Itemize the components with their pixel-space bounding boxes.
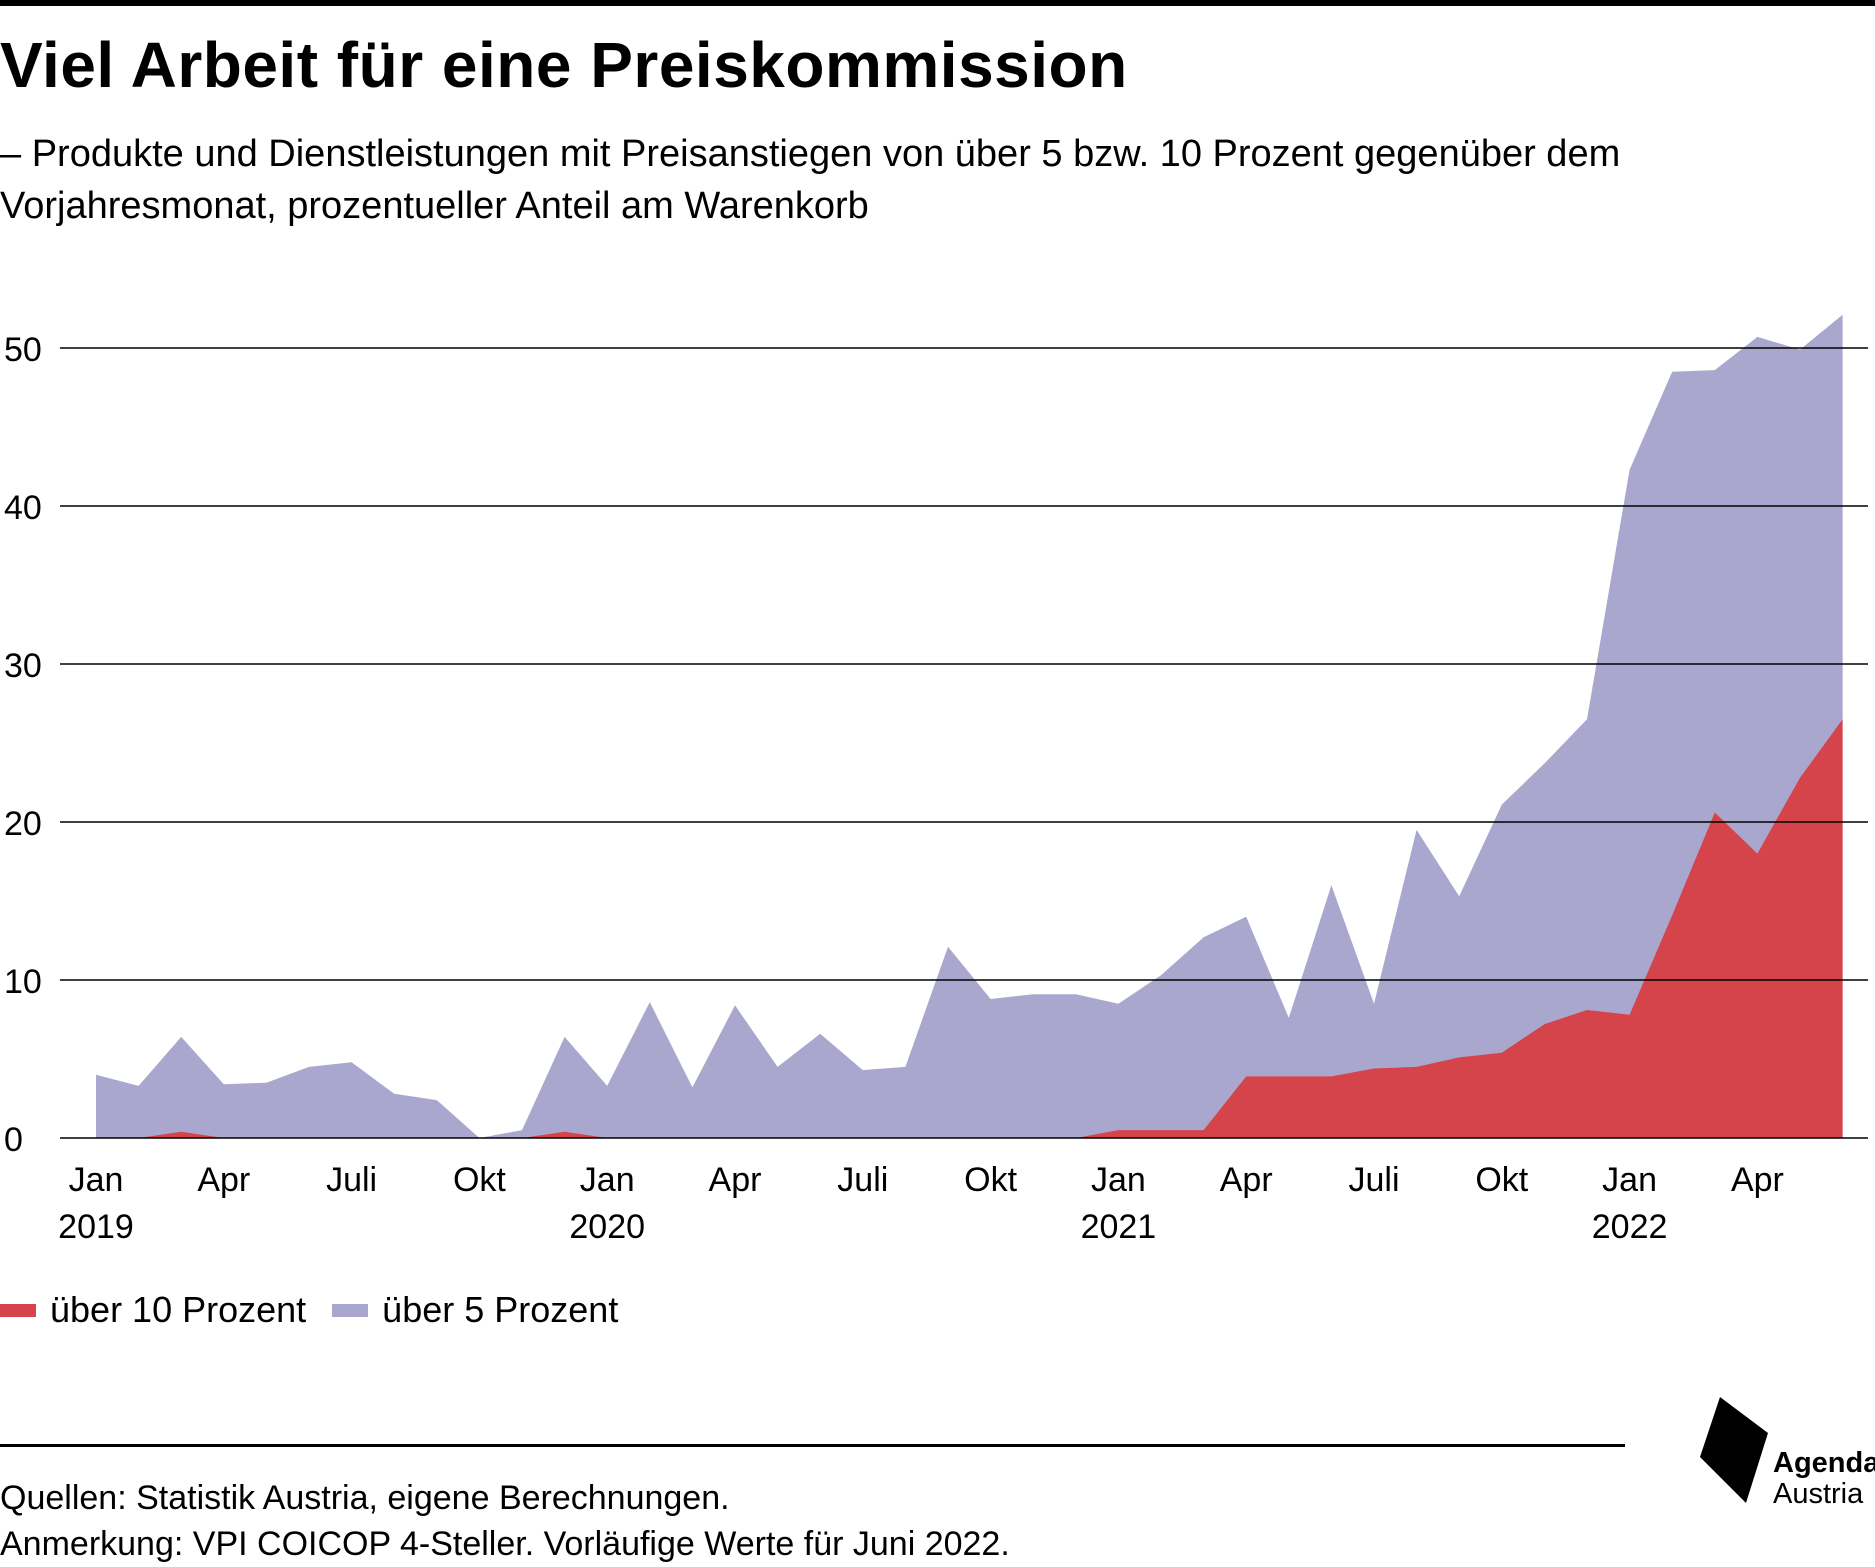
legend-swatch-red	[0, 1303, 36, 1317]
legend-swatch-purple	[332, 1303, 369, 1317]
x-tick-label-9: Apr	[1220, 1161, 1273, 1199]
legend-item-over-10: über 10 Prozent	[0, 1289, 306, 1331]
y-tick-label-30: 30	[4, 647, 42, 685]
chart-subtitle: – Produkte und Dienstleistungen mit Prei…	[0, 133, 1621, 227]
x-tick-label-1: Apr	[197, 1161, 250, 1199]
chart-legend: über 10 Prozent über 5 Prozent	[0, 1286, 644, 1334]
x-tick-label-6: Juli	[837, 1161, 888, 1199]
footer-note: Anmerkung: VPI COICOP 4-Steller. Vorläuf…	[0, 1525, 1010, 1563]
x-tick-label-12: Jan	[1602, 1161, 1657, 1199]
x-tick-label-8: Jan	[1091, 1161, 1146, 1199]
x-tick-year-2020: 2020	[569, 1208, 645, 1246]
y-tick-label-0: 0	[4, 1121, 23, 1159]
y-tick-label-20: 20	[4, 805, 42, 843]
area-over-5-percent	[96, 314, 1843, 1138]
footer-rule	[0, 1444, 1625, 1447]
area-over-10-percent	[96, 719, 1843, 1138]
x-tick-label-10: Juli	[1348, 1161, 1399, 1199]
y-tick-label-40: 40	[4, 489, 42, 527]
chart-title: Viel Arbeit für eine Preiskommission	[0, 29, 1128, 101]
x-tick-label-4: Jan	[580, 1161, 635, 1199]
y-tick-label-50: 50	[4, 331, 42, 369]
legend-item-over-5: über 5 Prozent	[332, 1289, 618, 1331]
logo-text-austria: Austria	[1773, 1478, 1864, 1510]
area-chart: 0 10 20 30 40 50 Jan 2019 Apr Juli Okt Jan 2020 Apr Ju…	[4, 314, 1868, 1246]
x-tick-year-2019: 2019	[58, 1208, 134, 1246]
x-tick-label-2: Juli	[326, 1161, 377, 1199]
legend-label-over-10: über 10 Prozent	[50, 1289, 307, 1330]
x-tick-label-5: Apr	[709, 1161, 762, 1199]
x-tick-year-2022: 2022	[1592, 1208, 1668, 1246]
agenda-austria-logo: Agenda Austria	[1698, 1395, 1875, 1535]
x-tick-label-0: Jan	[69, 1161, 124, 1199]
y-tick-label-10: 10	[4, 963, 42, 1001]
x-tick-label-11: Okt	[1475, 1161, 1528, 1199]
agenda-austria-logo-icon	[1700, 1397, 1768, 1503]
legend-label-over-5: über 5 Prozent	[382, 1289, 619, 1330]
top-rule	[0, 0, 1875, 6]
x-tick-label-3: Okt	[453, 1161, 506, 1199]
x-tick-label-7: Okt	[964, 1161, 1017, 1199]
x-tick-year-2021: 2021	[1081, 1208, 1157, 1246]
footer: Quellen: Statistik Austria, eigene Berec…	[0, 1475, 1010, 1567]
logo-text-agenda: Agenda	[1773, 1447, 1875, 1479]
footer-sources: Quellen: Statistik Austria, eigene Berec…	[0, 1479, 730, 1517]
x-tick-label-13: Apr	[1731, 1161, 1784, 1199]
